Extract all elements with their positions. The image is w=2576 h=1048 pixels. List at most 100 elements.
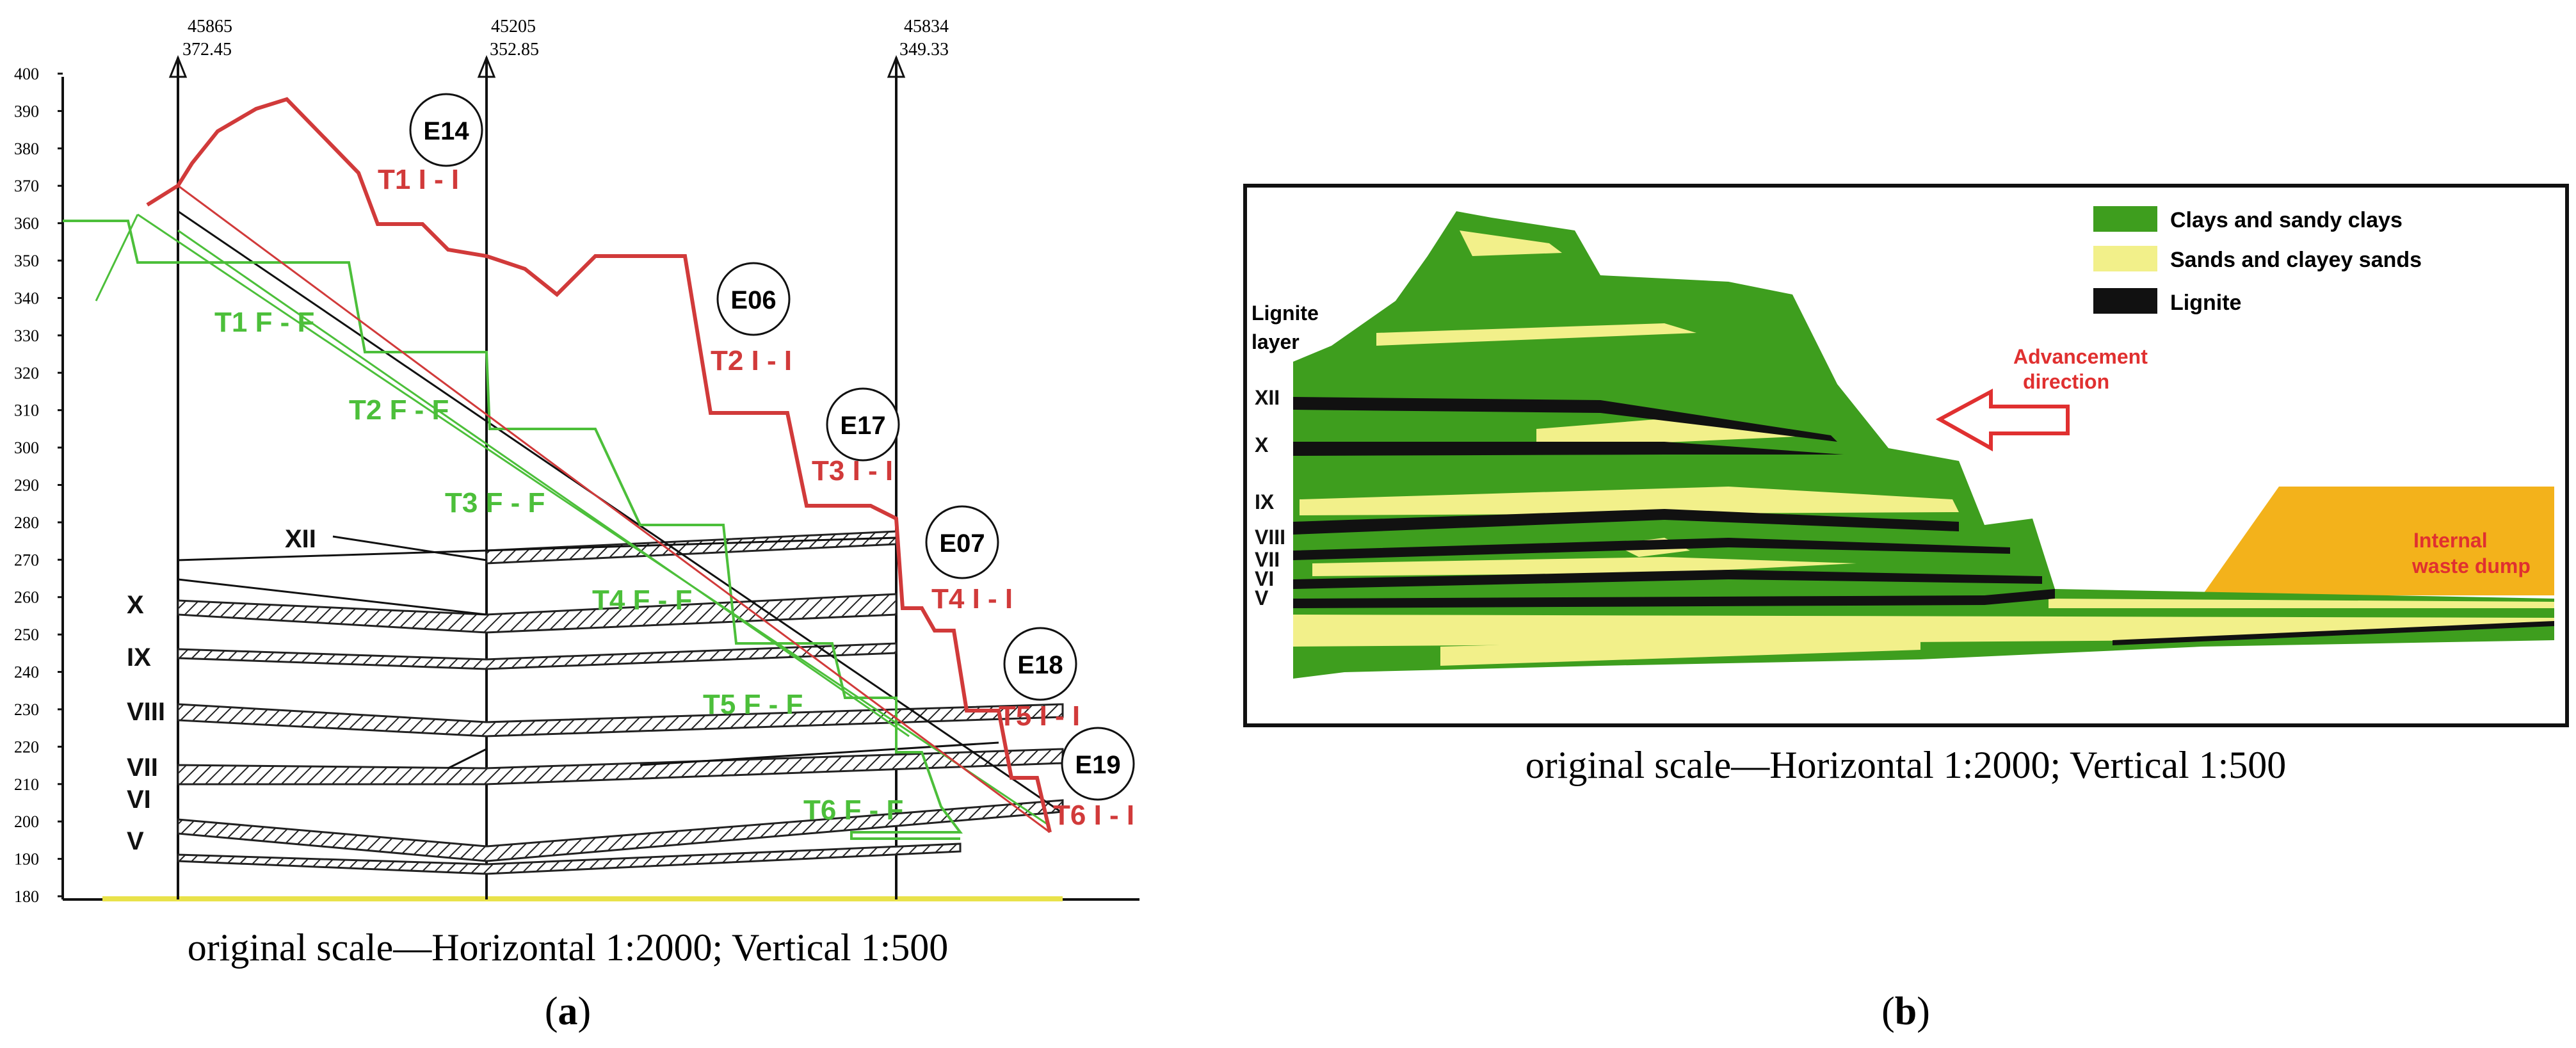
layer-b-xii: XII: [1255, 386, 1280, 409]
layer-a-xii: XII: [285, 525, 316, 553]
y-tick-label: 340: [14, 289, 39, 307]
y-tick-label: 320: [14, 364, 39, 382]
y-tick-label: 200: [14, 812, 39, 831]
panel-a-scale-caption: original scale—Horizontal 1:2000; Vertic…: [188, 926, 949, 969]
y-tick-label: 230: [14, 700, 39, 719]
layer-b-ix: IX: [1255, 490, 1275, 513]
point-e18-circle: [1003, 627, 1077, 701]
section-1-top: 45865: [188, 17, 232, 36]
legend-label-lignite: Lignite: [2170, 291, 2241, 315]
layer-a-ix: IX: [127, 643, 151, 672]
point-e18-label: E18: [1017, 651, 1063, 679]
green-final-profile: [63, 220, 963, 840]
point-markers: E14 E06 E17 E07 E18 E19: [409, 93, 1135, 801]
section-2-top: 45205: [491, 17, 536, 36]
red-diagonal: [177, 184, 1051, 834]
y-tick-label: 270: [14, 551, 39, 569]
y-tick-label: 310: [14, 401, 39, 420]
legend-label-sand: Sands and clayey sands: [2170, 248, 2422, 272]
y-tick-label: 360: [14, 214, 39, 233]
red-label-t6: T6 I - I: [1053, 800, 1134, 831]
point-e17-label: E17: [840, 412, 885, 440]
point-e19-label: E19: [1075, 751, 1120, 779]
legend-swatch-clay: [2093, 206, 2157, 232]
panel-a-letter-label: (a): [545, 990, 591, 1033]
layer-b-vii: VII: [1255, 548, 1280, 571]
y-tick-label: 210: [14, 775, 39, 794]
point-e19-circle: [1061, 727, 1135, 801]
panel-b-letter-label: (b): [1881, 990, 1930, 1033]
y-tick-label: 290: [14, 476, 39, 495]
layer-b-viii: VIII: [1255, 526, 1285, 549]
green-label-t1: T1 F - F: [214, 307, 314, 338]
green-label-t5: T5 F - F: [703, 689, 803, 720]
point-e07-circle: [925, 505, 999, 579]
red-label-t3: T3 I - I: [812, 455, 893, 487]
y-tick-label: 250: [14, 625, 39, 644]
y-tick-label: 300: [14, 439, 39, 457]
advancement-arrow-icon: [1935, 388, 2070, 452]
layer-a-vi: VI: [127, 786, 151, 814]
red-labels: T1 I - I T2 I - I T3 I - I T4 I - I T5 I…: [378, 164, 1134, 831]
red-label-t1: T1 I - I: [378, 164, 459, 195]
layer-a-x: X: [127, 591, 144, 619]
red-initial-profile: [146, 97, 1052, 833]
dump-label-1: Internal: [2413, 529, 2488, 552]
y-tick-label: 350: [14, 252, 39, 270]
y-tick-label: 190: [14, 850, 39, 869]
green-label-t6: T6 F - F: [803, 794, 903, 826]
y-tick-label: 370: [14, 177, 39, 195]
panel-b-scale-caption: original scale—Horizontal 1:2000; Vertic…: [1525, 744, 2287, 786]
layer-labels-a: XII X IX VIII VII VI V: [127, 525, 316, 855]
y-tick-label: 380: [14, 140, 39, 158]
red-label-t5: T5 I - I: [999, 700, 1080, 732]
panel-b-letter: b: [1895, 990, 1917, 1033]
red-label-t2: T2 I - I: [711, 345, 792, 376]
advancement-label-1: Advancement: [2013, 345, 2148, 368]
y-tick-label: 260: [14, 588, 39, 607]
section-3-bottom: 349.33: [899, 40, 949, 60]
layer-a-v: V: [127, 827, 144, 855]
green-diagonal: [137, 213, 1051, 827]
panel-a: 400 390 380 370 360 350 340 330 320 310 300 290 280 2…: [14, 17, 1139, 1033]
section-1-bottom: 372.45: [182, 40, 232, 60]
green-labels: T1 F - F T2 F - F T3 F - F T4 F - F T5 F…: [214, 307, 903, 826]
green-label-t3: T3 F - F: [445, 487, 545, 519]
section-2-bottom: 352.85: [490, 40, 539, 60]
advancement-label-2: direction: [2023, 370, 2109, 393]
point-e07-label: E07: [939, 529, 985, 558]
layer-a-viii: VIII: [127, 698, 165, 726]
point-e17-circle: [826, 387, 900, 462]
red-label-t4: T4 I - I: [931, 583, 1013, 615]
point-e06-circle: [716, 262, 791, 336]
lignite-bands: [1293, 397, 2554, 645]
legend: Clays and sandy clays Sands and clayey s…: [2093, 206, 2422, 315]
point-e06-label: E06: [730, 286, 776, 314]
legend-swatch-lignite: [2093, 288, 2157, 314]
waste-dump-area: [2202, 487, 2554, 595]
green-left-slope: [95, 214, 139, 302]
y-tick-label: 180: [14, 887, 39, 906]
legend-label-clay: Clays and sandy clays: [2170, 208, 2403, 232]
green-label-t4: T4 F - F: [592, 584, 692, 616]
layer-labels-b: XII X IX VIII VII VI V: [1255, 386, 1285, 609]
lignite-layer-label-2: layer: [1252, 330, 1300, 353]
y-ticks: 400 390 380 370 360 350 340 330 320 310 300 290 280 2…: [14, 65, 63, 906]
panel-a-letter: a: [558, 990, 578, 1033]
layer-b-vi: VI: [1255, 567, 1274, 590]
sand-bands: [1293, 230, 2554, 666]
y-tick-label: 280: [14, 513, 39, 532]
y-tick-label: 220: [14, 738, 39, 756]
y-tick-label: 400: [14, 65, 39, 83]
y-tick-label: 330: [14, 326, 39, 345]
section-labels: 45865 372.45 45205 352.85 45834 349.33: [182, 17, 949, 60]
section-3-top: 45834: [904, 17, 949, 36]
lignite-layers: [177, 530, 1064, 875]
green-diagonal-2: [177, 229, 910, 738]
legend-swatch-sand: [2093, 246, 2157, 271]
dump-label-2: waste dump: [2411, 554, 2531, 577]
layer-b-v: V: [1255, 586, 1269, 609]
layer-b-x: X: [1255, 433, 1269, 456]
panel-b: Clays and sandy clays Sands and clayey s…: [1243, 184, 2569, 1033]
